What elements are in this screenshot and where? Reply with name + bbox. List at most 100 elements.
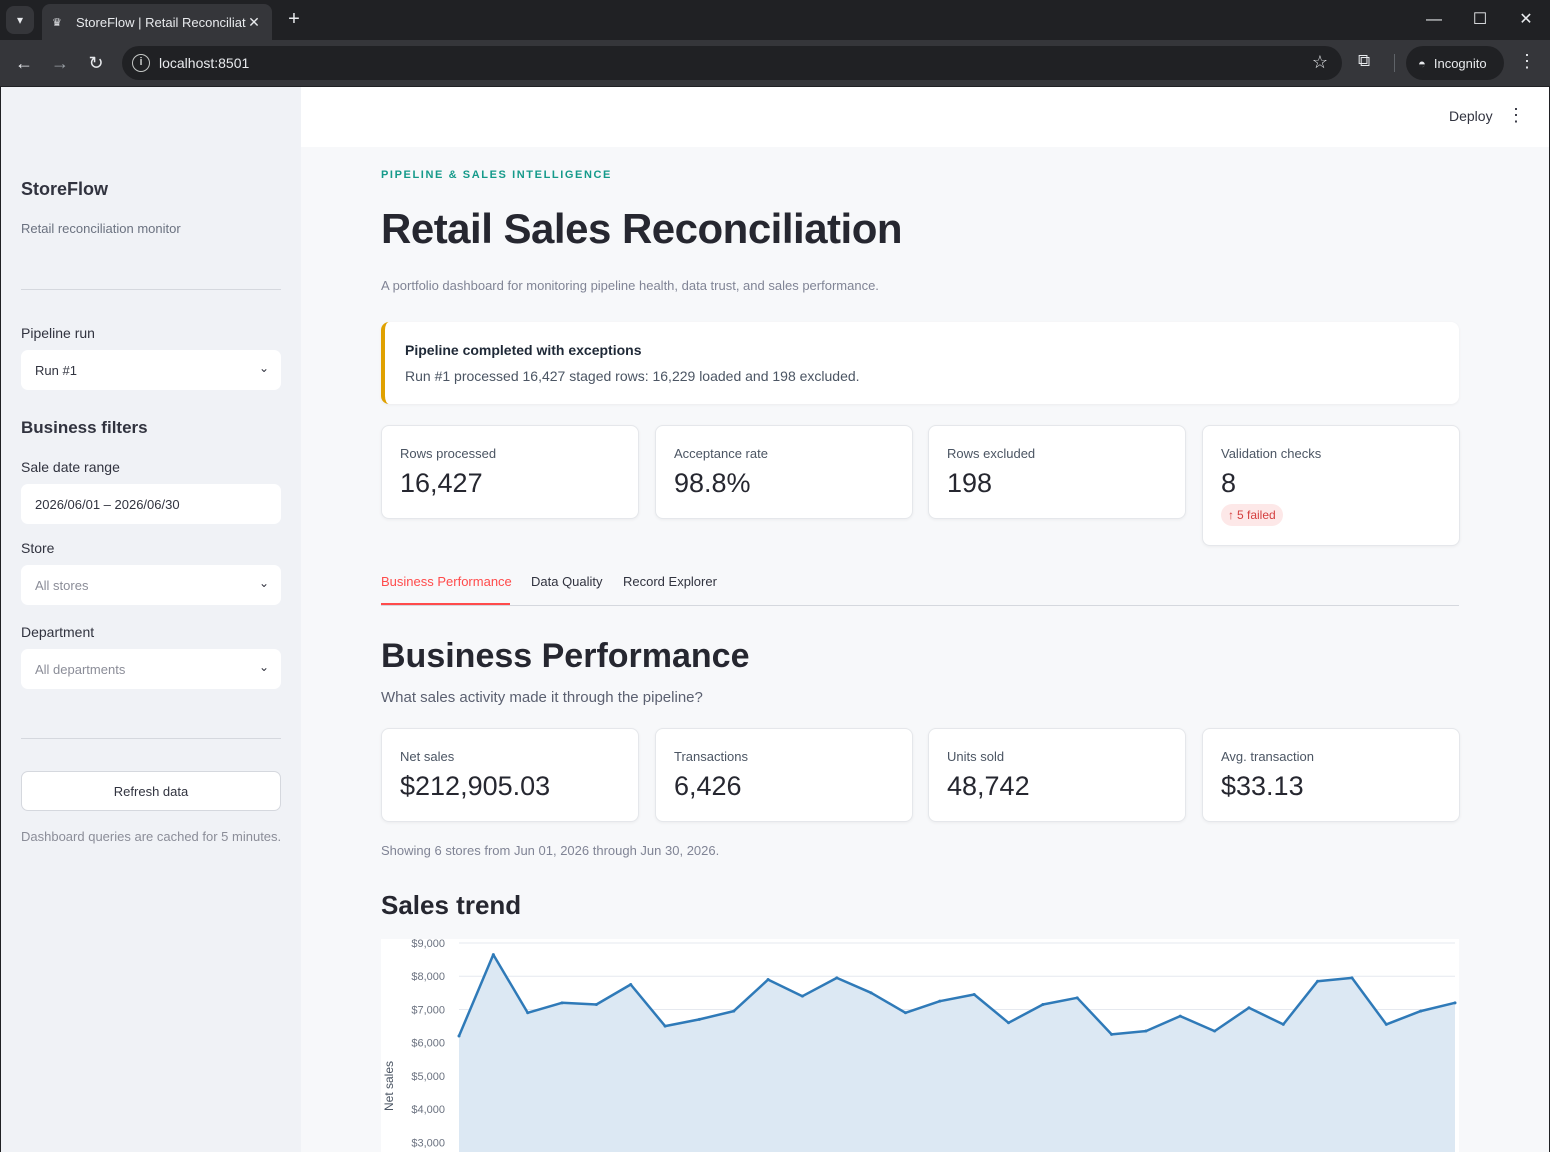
back-icon[interactable]: ← [15,53,33,73]
tab-title: StoreFlow | Retail Reconciliation [76,14,246,30]
incognito-icon: ◓ [1418,55,1426,71]
app-viewport: StoreFlow Retail reconciliation monitor … [1,87,1549,1152]
metric-value: $212,905.03 [400,771,551,801]
site-info-icon[interactable]: i [132,54,150,72]
app-menu-icon[interactable]: ⋮ [1507,105,1525,125]
trend-point [1281,1022,1285,1026]
trend-point [1419,1009,1423,1013]
sales-trend-chart[interactable]: $9,000 $8,000 $7,000 $6,000 $5,000 $4,000 $3,0… [381,938,1459,1152]
page-title: Retail Sales Reconciliation [381,205,903,252]
sidebar: StoreFlow Retail reconciliation monitor … [1,87,301,1152]
alert-body: Run #1 processed 16,427 staged rows: 16,… [405,368,860,384]
bookmark-star-icon[interactable]: ☆ [1311,52,1328,72]
trend-point [903,1011,907,1015]
browser-tab-bar: ▾ ♛ StoreFlow | Retail Reconciliation ✕ … [0,0,1550,40]
trend-point [766,978,770,982]
department-label: Department [21,624,95,640]
department-select[interactable]: All departments ⌄ [21,649,281,689]
sales-trend-heading: Sales trend [381,890,522,920]
delta-text: 5 failed [1237,508,1276,522]
new-tab-button[interactable]: + [288,8,300,30]
pipeline-run-select[interactable]: Run #1 ⌄ [21,350,281,390]
metric-value: 8 [1221,468,1237,498]
pipeline-status-alert: Pipeline completed with exceptions Run #… [381,322,1459,404]
metric-value: 198 [947,468,993,498]
metric-label: Rows processed [400,446,497,461]
date-range-value: 2026/06/01 – 2026/06/30 [35,496,180,512]
metric-label: Units sold [947,749,1005,764]
tab-business-performance[interactable]: Business Performance [381,574,512,589]
app-header: Deploy ⋮ [301,87,1549,147]
minimize-icon[interactable]: — [1426,11,1442,28]
metric-label: Net sales [400,749,455,764]
arrow-up-icon: ↑ [1228,508,1234,522]
incognito-label: Incognito [1433,55,1487,71]
trend-point [1075,996,1079,1000]
metric-label: Transactions [674,749,748,764]
y-tick-label: $9,000 [411,939,445,950]
section-subheading: What sales activity made it through the … [381,689,703,706]
y-tick-label: $6,000 [411,1038,445,1050]
metric-card: Units sold 48,742 [928,728,1186,822]
chevron-down-icon: ⌄ [258,576,269,590]
extensions-icon[interactable]: ⧉ [1358,51,1371,70]
trend-point [1350,976,1354,980]
browser-toolbar: ← → ↻ i localhost:8501 ☆ ⧉ ◓ Incognito ⋮ [0,40,1550,86]
chevron-down-icon: ⌄ [258,660,269,674]
tab-search-button[interactable]: ▾ [6,6,34,34]
y-tick-label: $5,000 [411,1071,445,1083]
deploy-button[interactable]: Deploy [1449,108,1493,124]
date-range-label: Sale date range [21,459,120,475]
metric-label: Rows excluded [947,446,1036,461]
trend-point [560,1001,564,1005]
y-tick-label: $8,000 [411,971,445,983]
metric-label: Acceptance rate [674,446,768,461]
toolbar-divider [1394,54,1395,72]
url-text[interactable]: localhost:8501 [159,55,250,71]
sales-trend-svg: $9,000 $8,000 $7,000 $6,000 $5,000 $4,000 $3,0… [382,938,1457,1152]
refresh-data-button[interactable]: Refresh data [21,771,281,811]
metric-label: Avg. transaction [1221,749,1314,764]
crown-icon: ♛ [52,16,62,29]
department-placeholder: All departments [35,661,126,677]
forward-icon[interactable]: → [51,53,69,73]
y-tick-label: $3,000 [411,1137,445,1149]
page-description: A portfolio dashboard for monitoring pip… [381,278,879,293]
metric-card: Rows processed 16,427 [381,425,639,519]
chevron-down-icon: ⌄ [258,361,269,375]
metric-card: Net sales $212,905.03 [381,728,639,822]
alert-title: Pipeline completed with exceptions [405,342,642,358]
trend-point [491,953,495,957]
trend-point [1316,979,1320,983]
trend-point [1384,1022,1388,1026]
trend-point [1453,1001,1457,1005]
trend-point [1213,1029,1217,1033]
sidebar-subtitle: Retail reconciliation monitor [21,221,181,236]
maximize-icon[interactable]: ☐ [1472,11,1488,28]
eyebrow-label: PIPELINE & SALES INTELLIGENCE [381,169,612,181]
store-label: Store [21,540,55,556]
sidebar-divider [21,289,281,290]
address-bar[interactable]: i localhost:8501 ☆ [122,46,1342,80]
tab-data-quality[interactable]: Data Quality [531,574,603,589]
metric-value: 48,742 [947,771,1030,801]
pipeline-run-value: Run #1 [35,362,77,378]
incognito-badge[interactable]: ◓ Incognito [1406,46,1504,80]
store-select[interactable]: All stores ⌄ [21,565,281,605]
window-close-icon[interactable]: ✕ [1519,11,1533,28]
metric-card: Acceptance rate 98.8% [655,425,913,519]
browser-tab[interactable]: ♛ StoreFlow | Retail Reconciliation ✕ [42,4,272,40]
trend-line [457,953,1456,1037]
metric-card: Transactions 6,426 [655,728,913,822]
date-range-input[interactable]: 2026/06/01 – 2026/06/30 [21,484,281,524]
metric-value: $33.13 [1221,771,1304,801]
tab-record-explorer[interactable]: Record Explorer [623,574,717,589]
business-filters-heading: Business filters [21,418,148,437]
metric-value: 16,427 [400,468,483,498]
close-icon[interactable]: ✕ [248,13,260,30]
store-placeholder: All stores [35,577,89,593]
cache-caption: Dashboard queries are cached for 5 minut… [21,829,282,844]
browser-menu-icon[interactable]: ⋮ [1518,51,1536,71]
reload-icon[interactable]: ↻ [88,53,104,73]
filter-caption: Showing 6 stores from Jun 01, 2026 throu… [381,843,720,858]
